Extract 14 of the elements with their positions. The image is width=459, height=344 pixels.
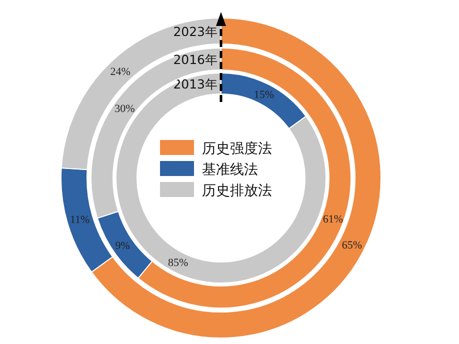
slice-label: 2013年 xyxy=(173,76,218,92)
data-label: 15% xyxy=(254,88,274,101)
slice-label: 2023年 xyxy=(173,24,218,39)
data-label: 61% xyxy=(322,213,344,226)
data-label: 85% xyxy=(168,257,188,270)
legend-label: 基准线法 xyxy=(202,162,258,178)
data-label: 24% xyxy=(110,66,130,78)
data-label: 65% xyxy=(342,240,362,252)
legend-label: 历史强度法 xyxy=(202,141,272,157)
data-label: 9% xyxy=(115,240,130,252)
legend-label: 历史排放法 xyxy=(202,183,272,199)
data-label: 11% xyxy=(70,214,90,226)
slice-label: 2016年 xyxy=(173,52,218,67)
data-label: 30% xyxy=(114,103,135,116)
